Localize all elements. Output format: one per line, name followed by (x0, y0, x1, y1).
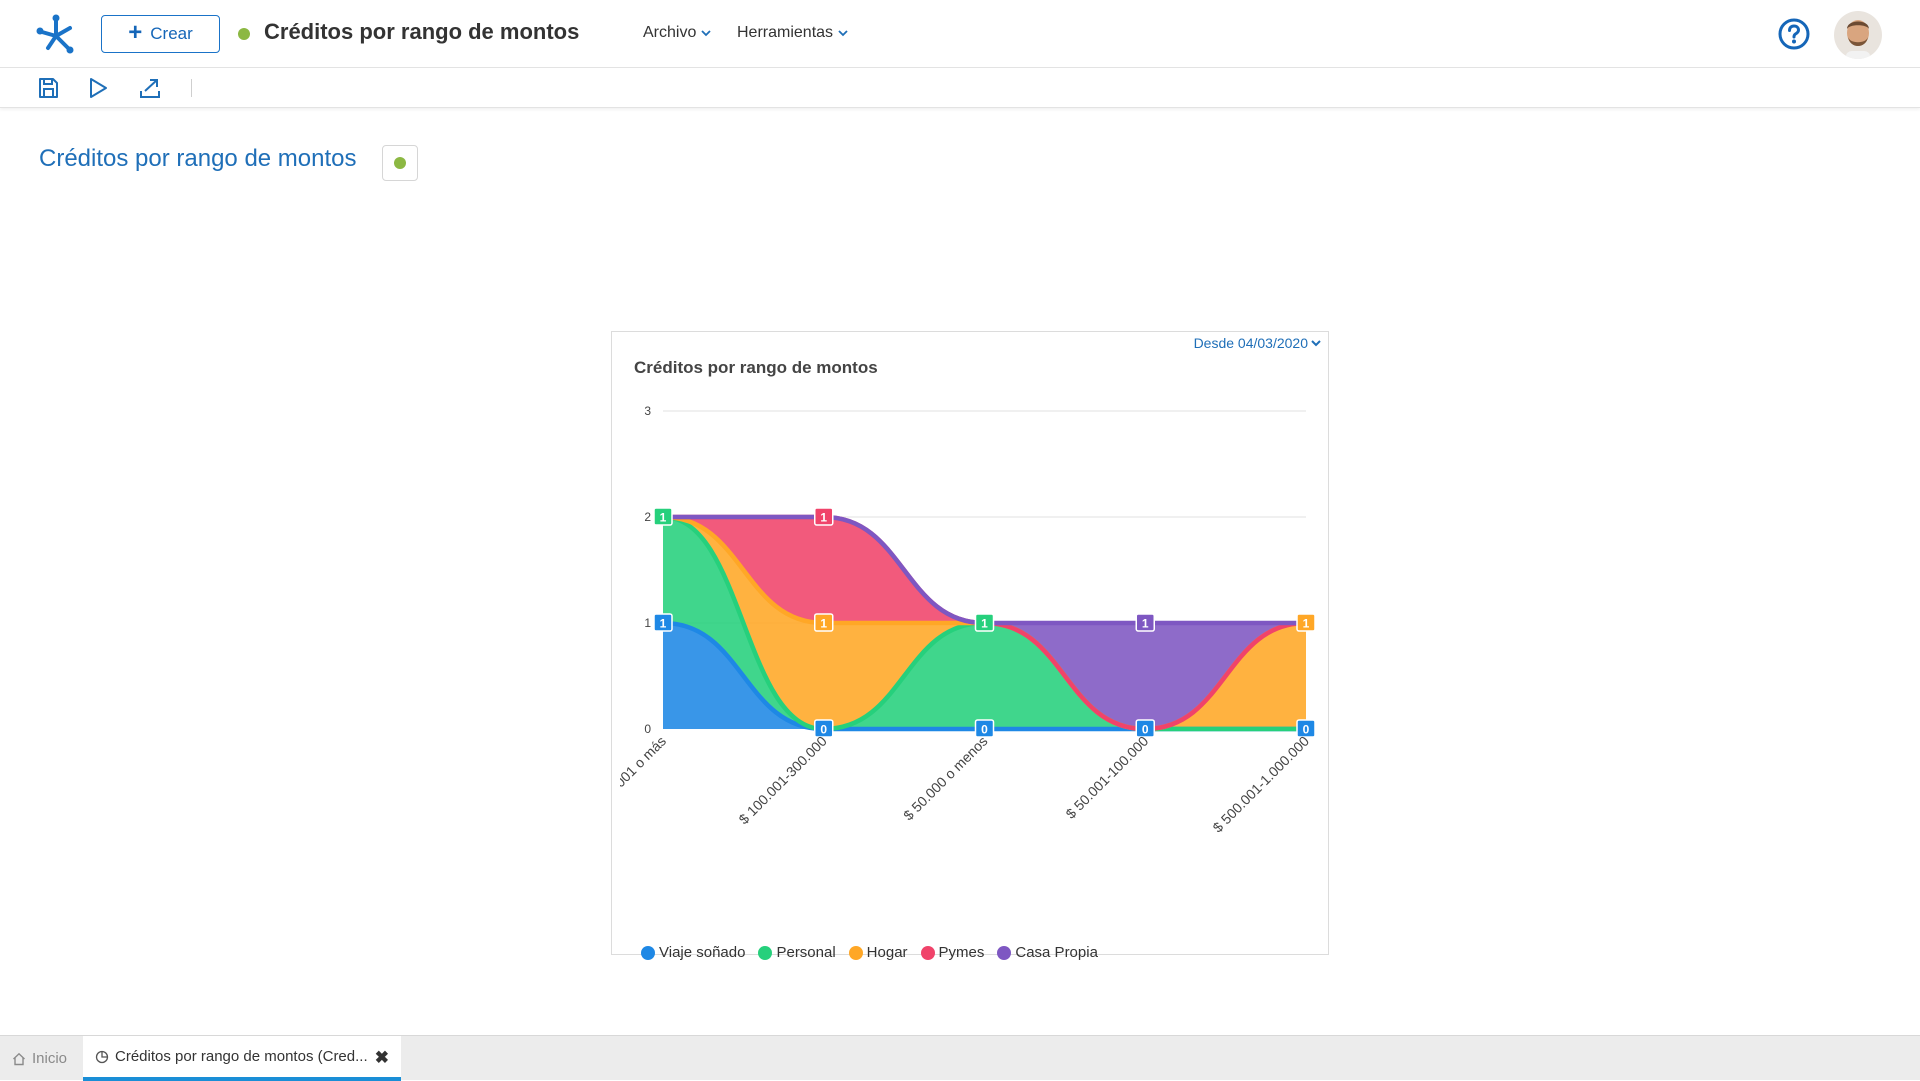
svg-text:1: 1 (981, 617, 988, 631)
svg-text:1: 1 (1303, 617, 1310, 631)
x-tick-label: $ 100.001-300.000 (735, 733, 830, 828)
y-tick-label: 1 (644, 616, 651, 630)
data-label: 1 (1296, 613, 1316, 632)
bottom-tab-bar: Inicio Créditos por rango de montos (Cre… (0, 1035, 1920, 1081)
legend-item-pymes[interactable]: Pymes (920, 944, 985, 961)
help-icon[interactable] (1778, 18, 1810, 50)
chart-legend: Viaje soñado Personal Hogar Pymes Casa Propi… (641, 944, 1098, 961)
svg-text:1: 1 (660, 617, 667, 631)
page-title: Créditos por rango de montos (39, 145, 357, 172)
area-pymes (663, 517, 1306, 729)
x-tick-label: $ 500.001-1.000.000 (1209, 733, 1312, 836)
legend-swatch (997, 945, 1012, 960)
svg-text:1: 1 (660, 511, 667, 525)
date-filter-dropdown[interactable]: Desde 04/03/2020 (1194, 335, 1322, 351)
toolbar (0, 68, 1920, 108)
export-icon[interactable] (138, 76, 162, 100)
data-label: 1 (1135, 613, 1155, 632)
data-label: 0 (1135, 719, 1155, 738)
x-tick-label: $ 50.001-100.000 (1062, 733, 1151, 822)
y-tick-label: 3 (644, 404, 651, 418)
area-casa-propia (663, 517, 1306, 729)
data-label: 1 (814, 507, 834, 526)
chevron-down-icon (701, 30, 711, 37)
home-icon (13, 1052, 25, 1065)
legend-label: Casa Propia (1015, 944, 1098, 961)
area-viaje-soñado (663, 623, 1306, 729)
legend-item-personal[interactable]: Personal (758, 944, 836, 961)
y-tick-label: 0 (644, 722, 651, 736)
chart-widget: Desde 04/03/2020 Créditos por rango de m… (611, 331, 1329, 961)
menu-herramientas[interactable]: Herramientas (737, 24, 849, 42)
series-line-personal (660, 514, 1309, 732)
y-tick-label: 2 (644, 510, 651, 524)
menu-archivo[interactable]: Archivo (643, 24, 712, 42)
x-tick-label: $ 50.000 o menos (900, 733, 991, 824)
legend-label: Personal (776, 944, 836, 961)
pie-chart-icon (95, 1050, 109, 1063)
svg-text:0: 0 (1142, 723, 1149, 737)
x-axis-ticks: 001 o más $ 100.001-300.000 $ 50.000 o men… (612, 733, 1312, 836)
top-header: + Crear Créditos por rango de montos Arc… (0, 0, 1920, 68)
create-button[interactable]: + Crear (101, 15, 220, 53)
tab-creditos[interactable]: Créditos por rango de montos (Cred... ✖ (83, 1036, 401, 1081)
svg-text:0: 0 (981, 723, 988, 737)
legend-item-hogar[interactable]: Hogar (848, 944, 908, 961)
menu-archivo-label: Archivo (643, 24, 697, 41)
data-label: 0 (974, 719, 995, 738)
user-avatar[interactable] (1834, 11, 1882, 59)
legend-item-viaje-soñado[interactable]: Viaje soñado (641, 944, 745, 961)
data-label: 1 (814, 613, 834, 632)
run-icon[interactable] (86, 76, 110, 100)
legend-swatch (758, 945, 773, 960)
data-label: 1 (974, 613, 995, 632)
tab-inicio[interactable]: Inicio (12, 1036, 67, 1081)
legend-label: Viaje soñado (659, 944, 746, 961)
tab-creditos-label: Créditos por rango de montos (Cred... (115, 1048, 368, 1065)
document-title: Créditos por rango de montos (264, 19, 580, 44)
series-line-casa-propia (660, 514, 1309, 626)
chevron-down-icon (838, 30, 848, 37)
menu-herramientas-label: Herramientas (737, 24, 834, 41)
legend-label: Hogar (866, 944, 908, 961)
plus-icon: + (128, 19, 143, 46)
chevron-down-icon (1311, 340, 1321, 347)
toolbar-separator (191, 79, 192, 97)
create-button-label: Crear (150, 24, 193, 43)
status-badge[interactable] (382, 145, 418, 181)
app-logo-icon[interactable] (36, 14, 76, 54)
x-tick-label: 001 o más (612, 733, 669, 791)
data-label: 1 (653, 507, 673, 526)
svg-text:0: 0 (1303, 723, 1310, 737)
svg-text:1: 1 (820, 511, 827, 525)
legend-swatch (848, 945, 863, 960)
data-label: 1 (653, 613, 673, 632)
data-label: 0 (814, 719, 834, 738)
save-icon[interactable] (36, 76, 60, 100)
status-indicator (394, 157, 406, 169)
legend-swatch (641, 945, 655, 960)
legend-item-casa-propia[interactable]: Casa Propia (997, 944, 1098, 961)
data-label: 0 (1296, 719, 1316, 738)
legend-label: Pymes (938, 944, 985, 961)
close-icon[interactable]: ✖ (374, 1048, 389, 1067)
svg-text:1: 1 (820, 617, 827, 631)
tab-inicio-label: Inicio (32, 1050, 68, 1067)
status-indicator (238, 28, 250, 40)
svg-text:1: 1 (1142, 617, 1149, 631)
legend-swatch (920, 945, 935, 960)
chart-title: Créditos por rango de montos (634, 358, 878, 377)
date-filter-label: Desde 04/03/2020 (1193, 335, 1308, 351)
svg-text:0: 0 (820, 723, 827, 737)
